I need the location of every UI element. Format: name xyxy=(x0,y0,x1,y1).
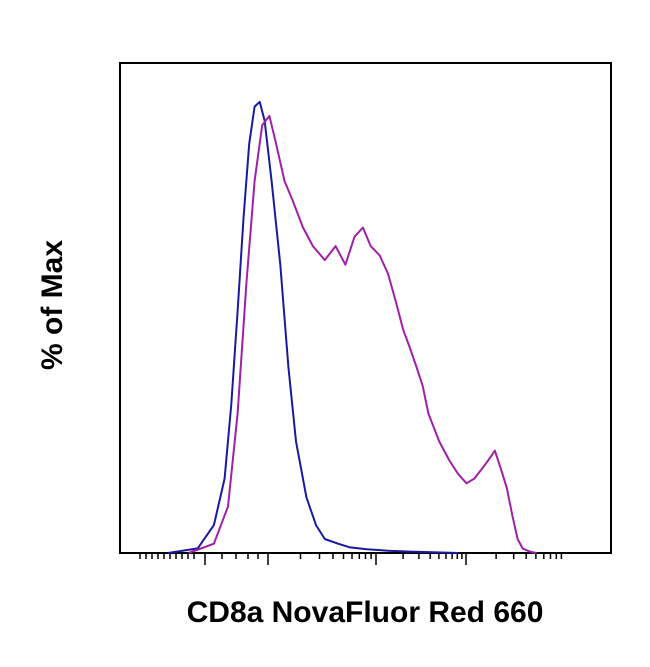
series-line-2 xyxy=(188,114,537,554)
x-axis-ticks xyxy=(139,553,563,565)
y-axis-label: % of Max xyxy=(36,240,69,370)
series-layer xyxy=(167,100,537,554)
x-axis-label: CD8a NovaFluor Red 660 xyxy=(187,596,544,629)
plot-frame xyxy=(119,62,612,554)
series-line-1 xyxy=(167,100,459,554)
